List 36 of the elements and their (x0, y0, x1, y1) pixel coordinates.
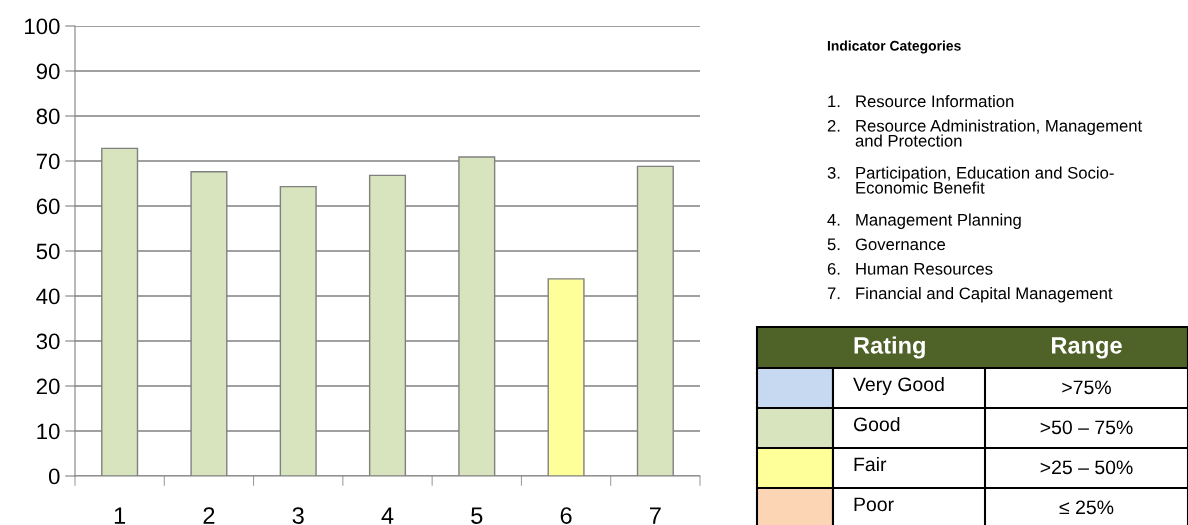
x-tick-label: 7 (650, 507, 661, 524)
text: Rating (854, 336, 925, 359)
text: 3. Participation, Education and Socio- Economic Benefit (827, 166, 1114, 194)
text: >25 – 50% (1040, 460, 1133, 475)
y-tick-label: 50 (36, 243, 60, 260)
text: 5. Governance (827, 238, 946, 251)
text: Indicator Categories (827, 40, 961, 54)
text: 1. Resource Information (828, 95, 1014, 108)
y-tick-label: 20 (36, 378, 60, 395)
text: 2. Resource Administration, Management and Protection (827, 119, 1143, 147)
text: Good (853, 416, 900, 432)
text: Very Good (853, 376, 944, 396)
x-tick-label: 6 (560, 507, 572, 524)
y-tick-label: 80 (36, 108, 60, 125)
y-tick-label: 100 (25, 18, 60, 35)
text: 7. Financial and Capital Management (827, 287, 1113, 303)
y-tick-label: 0 (48, 468, 60, 485)
y-tick-label: 70 (36, 153, 60, 170)
y-tick-label: 30 (36, 333, 60, 350)
y-tick-label: 40 (36, 288, 60, 305)
text: 4. Management Planning (827, 213, 1021, 230)
text: Poor (854, 497, 894, 512)
text: >75% (1062, 380, 1111, 395)
text: ≤ 25% (1059, 500, 1114, 515)
text: Fair (854, 456, 887, 472)
x-tick-label: 3 (292, 507, 304, 524)
x-tick-label: 2 (203, 507, 215, 524)
x-tick-label: 1 (114, 507, 126, 524)
x-tick-label: 5 (471, 507, 483, 524)
text: >50 – 75% (1040, 420, 1133, 435)
y-tick-label: 10 (37, 423, 60, 440)
text: Range (1052, 337, 1122, 359)
y-tick-label: 90 (36, 63, 60, 80)
x-tick-label: 4 (381, 507, 394, 524)
text: 6. Human Resources (827, 262, 993, 275)
y-tick-label: 60 (36, 198, 60, 215)
